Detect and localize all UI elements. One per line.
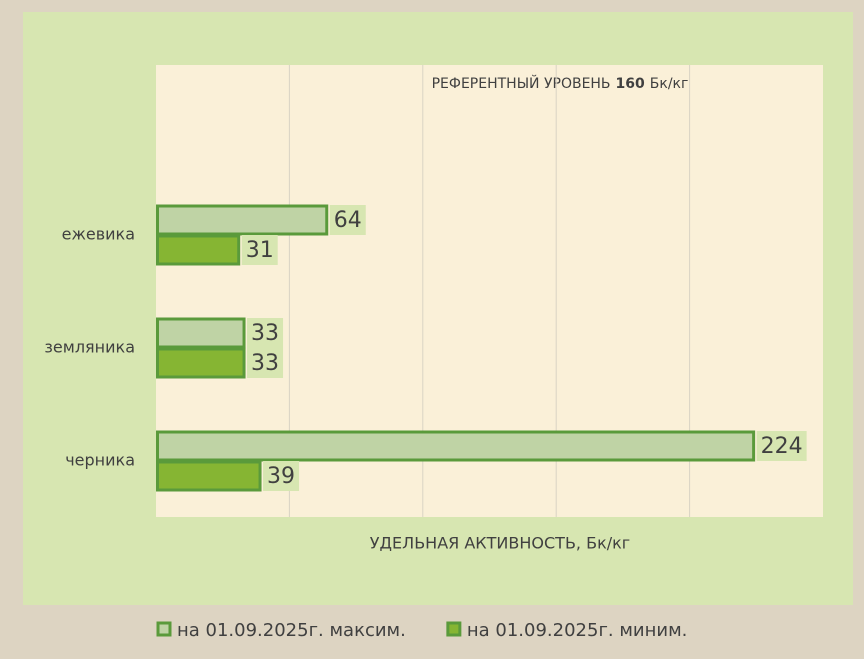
x-axis-title: УДЕЛЬНАЯ АКТИВНОСТЬ, Бк/кг [370,534,630,553]
y-tick-label: земляника [44,338,135,357]
data-label-bg [329,205,366,235]
data-label-bg [756,431,807,461]
bar [156,430,756,462]
annotation-value: 160 [616,76,645,92]
legend-swatch [156,621,172,637]
legend-label: на 01.09.2025г. миним. [467,620,688,641]
annotation-text: РЕФЕРЕНТНЫЙ УРОВЕНЬ [432,74,611,92]
y-tick-label: черника [65,451,135,470]
bar [156,347,246,379]
data-label: 33 [251,351,279,376]
data-label-bg [241,235,278,265]
data-label: 224 [761,434,803,459]
data-label-bg [263,461,300,491]
data-label: 33 [251,321,279,346]
bar [156,460,262,492]
y-tick-label: ежевика [62,225,135,244]
bar [156,204,329,236]
legend-swatch [446,621,462,637]
data-label-bg [247,318,284,348]
bar [156,317,246,349]
legend-label: на 01.09.2025г. максим. [177,620,406,641]
data-label: 39 [267,464,295,489]
bar [156,234,241,266]
annotation-unit: Бк/кг [650,76,689,92]
data-label-bg [247,348,284,378]
data-label: 64 [334,208,362,233]
annotation: РЕФЕРЕНТНЫЙ УРОВЕНЬ 160 Бк/кг [432,74,689,92]
data-label: 31 [246,238,274,263]
